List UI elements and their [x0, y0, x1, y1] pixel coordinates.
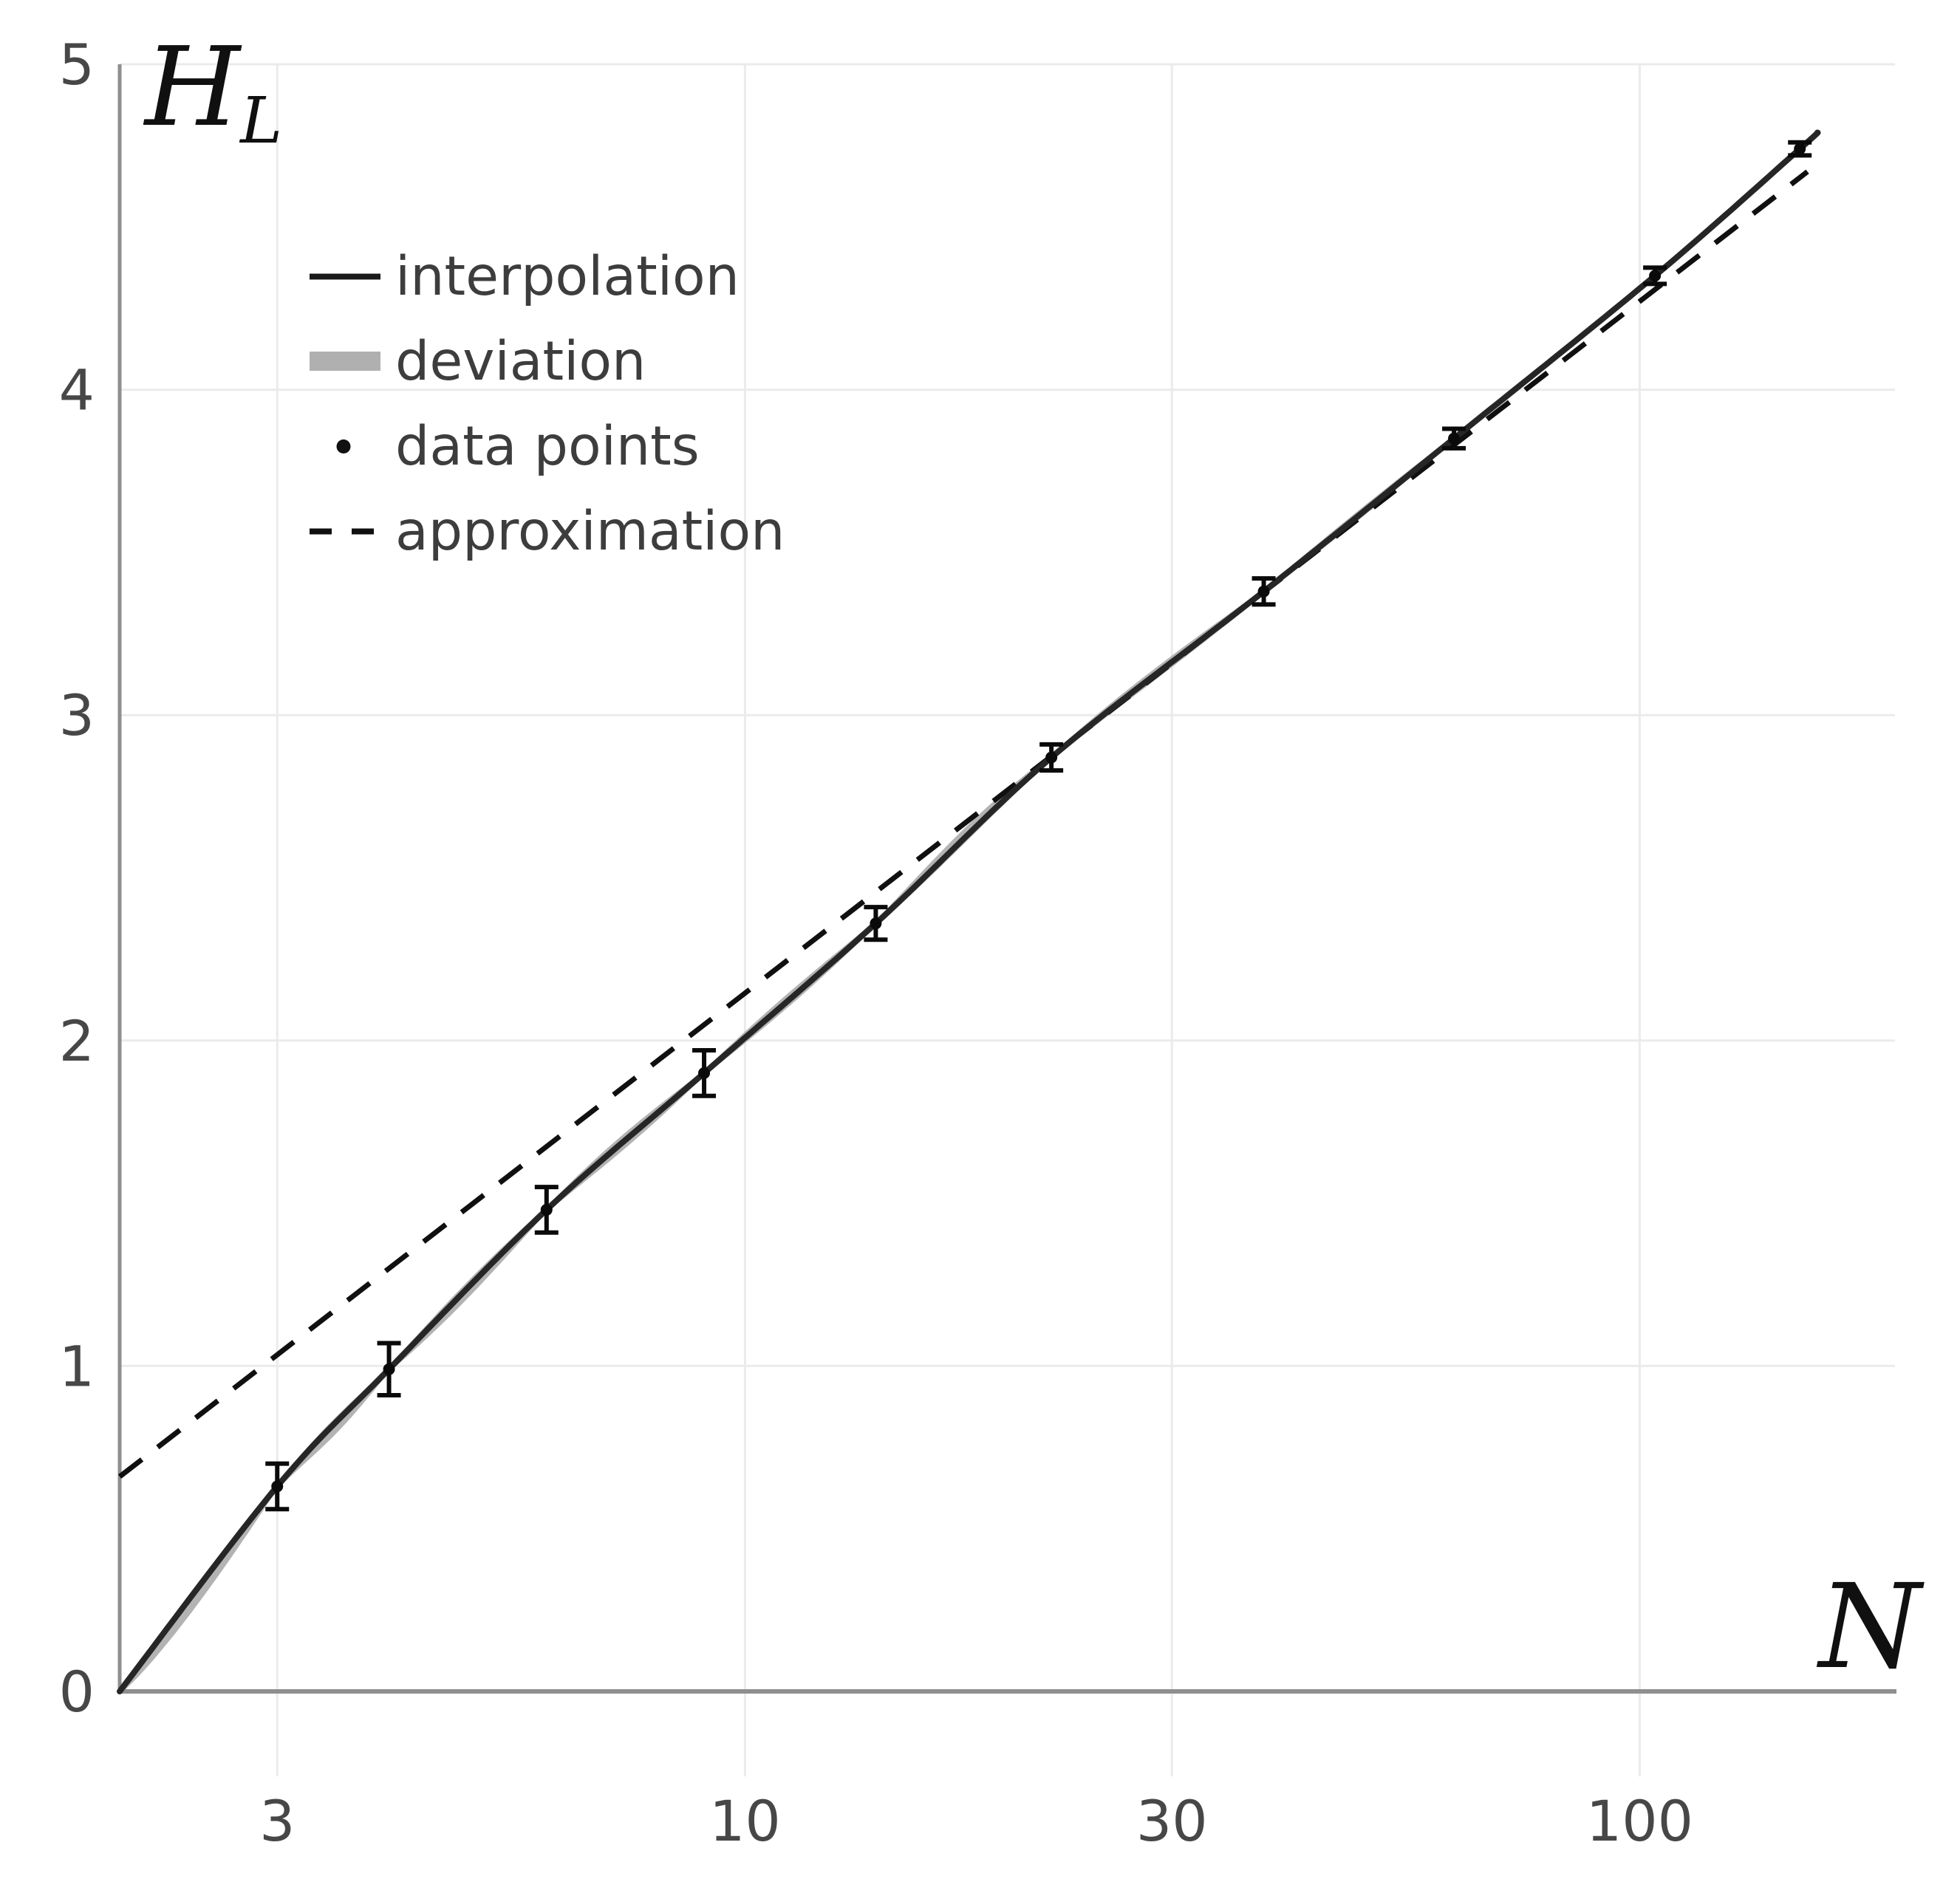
y-axis-title: HL	[145, 32, 282, 154]
legend-label: data points	[395, 415, 700, 478]
legend-label: deviation	[395, 330, 646, 393]
data-point-marker	[1794, 143, 1806, 155]
data-point-marker	[540, 1203, 553, 1216]
y-tick-label: 0	[59, 1659, 95, 1725]
x-tick-label: 100	[1586, 1788, 1693, 1854]
data-point-marker	[1649, 270, 1662, 282]
y-tick-label: 3	[59, 682, 95, 748]
x-tick-label: 3	[259, 1788, 295, 1854]
solid-line-icon	[310, 273, 380, 280]
data-point-marker	[271, 1480, 284, 1493]
data-point-marker	[383, 1363, 395, 1375]
dot-icon	[336, 439, 351, 454]
legend-item-data-points: data points	[308, 404, 785, 489]
y-axis-title-base: H	[145, 24, 241, 151]
x-tick-label: 10	[709, 1788, 781, 1854]
y-tick-label: 2	[59, 1008, 95, 1074]
data-point-marker	[1257, 585, 1270, 598]
data-point-marker	[698, 1067, 711, 1079]
data-point-marker	[1448, 432, 1461, 445]
y-axis-title-subscript: L	[240, 84, 283, 159]
interpolation-line	[117, 129, 1821, 1694]
x-axis-title: N	[1819, 1559, 1922, 1695]
y-tick-label: 5	[59, 32, 95, 97]
data-point-marker	[870, 917, 882, 930]
y-tick-label: 4	[59, 357, 95, 423]
legend: interpolation deviation data points appr…	[308, 234, 785, 574]
legend-item-deviation: deviation	[308, 319, 785, 404]
legend-item-approximation: approximation	[308, 489, 785, 574]
dashed-line-icon	[310, 528, 380, 535]
approximation-line	[117, 169, 1809, 1479]
band-swatch-icon	[310, 352, 380, 371]
data-point-marker	[1045, 751, 1058, 764]
legend-label: approximation	[395, 500, 785, 563]
legend-item-interpolation: interpolation	[308, 234, 785, 319]
legend-label: interpolation	[395, 245, 740, 308]
y-tick-label: 1	[59, 1333, 95, 1399]
x-tick-label: 30	[1136, 1788, 1208, 1854]
